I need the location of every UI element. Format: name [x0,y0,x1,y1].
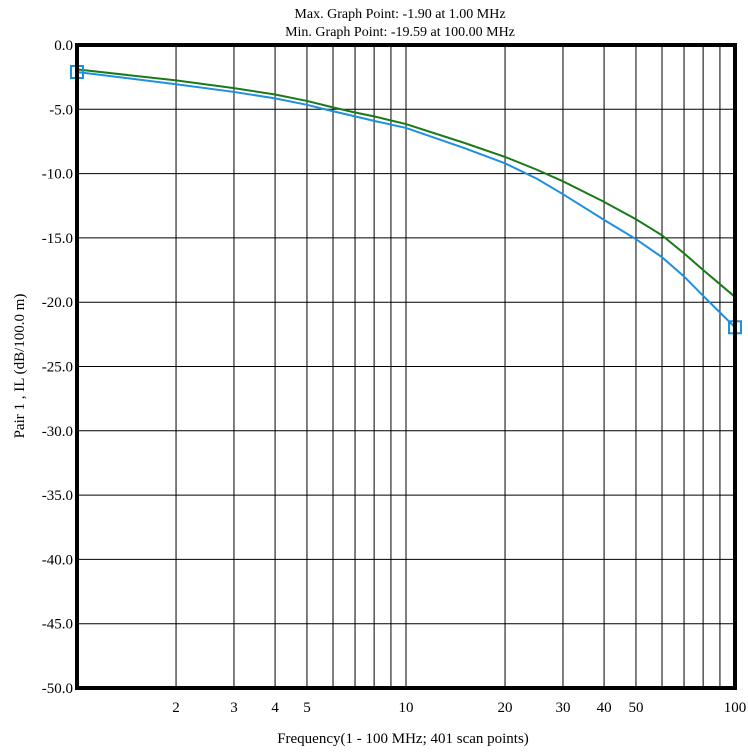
min-graph-point-label: Min. Graph Point: -19.59 at 100.00 MHz [285,25,515,40]
y-tick-label: -5.0 [49,102,73,118]
y-axis-title: Pair 1 , IL (dB/100.0 m) [12,294,28,439]
x-tick-label: 10 [399,700,414,716]
series-line-2 [76,71,736,328]
x-tick-labels: 2 3 4 5 10 20 30 40 50 100 [172,700,746,716]
x-tick-label: 5 [303,700,311,716]
x-tick-label: 100 [724,700,747,716]
x-tick-label: 3 [230,700,238,716]
x-tick-label: 50 [628,700,643,716]
y-tick-label: -50.0 [42,681,73,697]
series-layer [76,68,736,328]
max-graph-point-label: Max. Graph Point: -1.90 at 1.00 MHz [294,7,505,22]
x-tick-label: 4 [271,700,279,716]
y-tick-label: -15.0 [42,231,73,247]
y-tick-label: -10.0 [42,167,73,183]
x-tick-label: 40 [597,700,612,716]
x-axis-title: Frequency(1 - 100 MHz; 401 scan points) [277,731,529,747]
y-tick-label: -45.0 [42,617,73,633]
y-tick-label: -35.0 [42,488,73,504]
series-line-1 [76,68,736,298]
y-tick-labels: 0.0 -5.0 -10.0 -15.0 -20.0 -25.0 -30.0 -35.0 -40… [42,38,73,697]
y-tick-label: -30.0 [42,424,73,440]
x-tick-label: 30 [555,700,570,716]
y-tick-label: -20.0 [42,295,73,311]
plot-frame [75,43,737,690]
x-tick-label: 2 [172,700,180,716]
y-tick-label: -25.0 [42,360,73,376]
grid-lines [77,45,735,688]
x-tick-label: 20 [498,700,513,716]
y-tick-label: 0.0 [54,38,73,54]
y-tick-label: -40.0 [42,552,73,568]
